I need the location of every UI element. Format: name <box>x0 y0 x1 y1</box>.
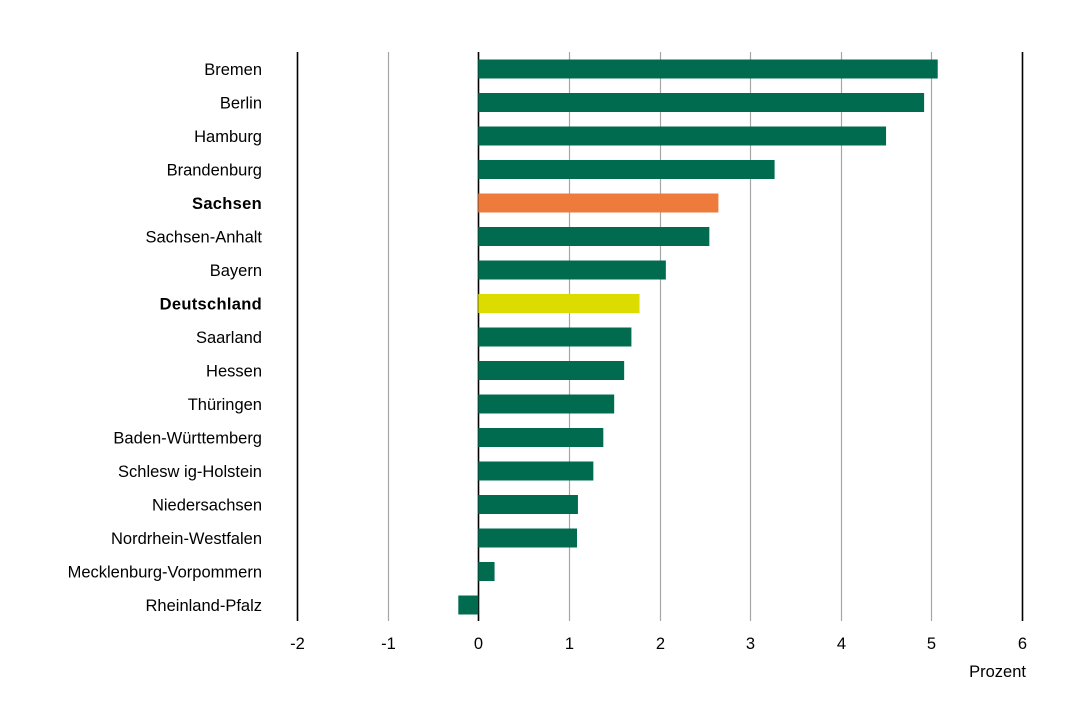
bar-mecklenburg-vorpommern <box>478 562 495 581</box>
x-tick-label: -1 <box>381 635 396 653</box>
category-labels: Bremen Berlin Hamburg Brandenburg Sachsen Sac… <box>68 61 263 615</box>
x-tick-label: 3 <box>746 635 755 653</box>
category-label: Baden-Württemberg <box>113 430 262 448</box>
bar-berlin <box>478 93 925 112</box>
category-label: Bremen <box>204 61 262 79</box>
category-label: Thüringen <box>188 396 262 414</box>
category-label: Niedersachsen <box>152 497 262 515</box>
x-tick-label: 2 <box>656 635 665 653</box>
bar-rheinland-pfalz <box>458 595 479 615</box>
bar-baden-württemberg <box>478 428 604 447</box>
category-label: Sachsen-Anhalt <box>146 229 263 247</box>
category-label: Mecklenburg-Vorpommern <box>68 564 262 582</box>
category-label: Rheinland-Pfalz <box>146 597 262 615</box>
bar-saarland <box>478 327 632 347</box>
x-tick-label: 4 <box>837 635 846 653</box>
category-label: Bayern <box>210 262 262 280</box>
bar-nordrhein-westfalen <box>478 528 578 548</box>
x-tick-label: -2 <box>290 635 305 653</box>
category-label: Hessen <box>206 363 262 381</box>
bar-sachsen <box>478 193 719 213</box>
category-label: Nordrhein-Westfalen <box>111 530 262 548</box>
bars <box>458 59 938 615</box>
bar-niedersachsen <box>478 495 578 514</box>
category-label: Deutschland <box>160 296 262 314</box>
x-axis-unit-label: Prozent <box>969 663 1026 681</box>
x-tick-labels: -2 -1 0 1 2 3 4 5 6 <box>290 635 1027 653</box>
bar-bremen <box>478 59 938 79</box>
x-tick-label: 6 <box>1018 635 1027 653</box>
x-tick-label: 1 <box>565 635 574 653</box>
bar-thüringen <box>478 394 615 414</box>
category-label: Sachsen <box>192 195 262 213</box>
bar-deutschland <box>478 294 640 313</box>
x-tick-label: 0 <box>474 635 483 653</box>
bar-schlesw-ig-holstein <box>478 461 594 481</box>
bar-bayern <box>478 260 666 280</box>
bar-sachsen-anhalt <box>478 227 710 246</box>
bar-brandenburg <box>478 160 775 179</box>
x-tick-label: 5 <box>927 635 936 653</box>
category-label: Saarland <box>196 329 262 347</box>
category-label: Hamburg <box>194 128 262 146</box>
category-label: Berlin <box>220 95 262 113</box>
bar-hamburg <box>478 126 887 146</box>
bar-hessen <box>478 361 625 380</box>
category-label: Brandenburg <box>167 162 262 180</box>
category-label: Schlesw ig-Holstein <box>118 463 262 481</box>
